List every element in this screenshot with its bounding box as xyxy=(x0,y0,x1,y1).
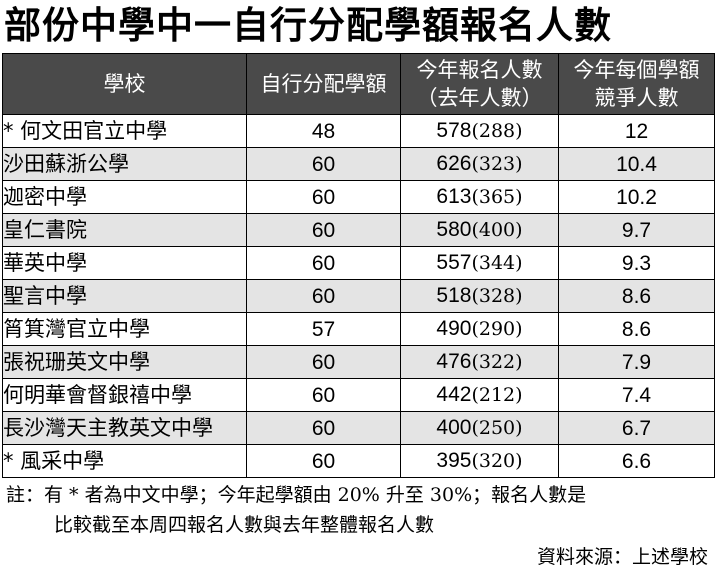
table-row: 沙田蘇浙公學 60 626(323) 10.4 xyxy=(2,147,715,181)
applicants-last-year: (250) xyxy=(471,417,523,439)
applicants-last-year: (288) xyxy=(471,120,523,142)
footnote-line2: 比較截至本周四報名人數與去年整體報名人數 xyxy=(54,514,435,536)
header-quota: 自行分配學額 xyxy=(246,53,401,115)
ratio-value: 6.6 xyxy=(558,444,715,478)
source-credit: 資料來源：上述學校 xyxy=(536,546,708,568)
ratio-value: 10.2 xyxy=(558,180,715,214)
school-name: 皇仁書院 xyxy=(2,213,247,247)
table-row: * 風采中學 60 395(320) 6.6 xyxy=(2,444,715,478)
table-row: 張祝珊英文中學 60 476(322) 7.9 xyxy=(2,345,715,379)
ratio-value: 7.9 xyxy=(558,345,715,379)
table-row: 長沙灣天主教英文中學 60 400(250) 6.7 xyxy=(2,411,715,445)
ratio-value: 9.7 xyxy=(558,213,715,247)
applicants-this-year: 557 xyxy=(436,251,472,274)
quota-value: 60 xyxy=(246,378,401,412)
ratio-value: 8.6 xyxy=(558,312,715,346)
school-name: 迦密中學 xyxy=(2,180,247,214)
table-row: 華英中學 60 557(344) 9.3 xyxy=(2,246,715,280)
ratio-value: 8.6 xyxy=(558,279,715,313)
school-name: 華英中學 xyxy=(2,246,247,280)
applicants-this-year: 442 xyxy=(436,383,472,406)
applicants-last-year: (365) xyxy=(471,186,523,208)
applicants-value: 518(328) xyxy=(400,279,559,313)
applicants-last-year: (328) xyxy=(471,285,523,307)
applicants-last-year: (323) xyxy=(471,153,523,175)
applicants-last-year: (212) xyxy=(471,384,523,406)
ratio-value: 7.4 xyxy=(558,378,715,412)
applicants-value: 395(320) xyxy=(400,444,559,478)
quota-value: 60 xyxy=(246,213,401,247)
applicants-last-year: (290) xyxy=(471,318,523,340)
school-name: * 風采中學 xyxy=(2,444,247,478)
quota-value: 48 xyxy=(246,114,401,148)
applicants-value: 626(323) xyxy=(400,147,559,181)
applicants-this-year: 613 xyxy=(436,185,472,208)
header-row: 學校 自行分配學額 今年報名人數 （去年人數） 今年每個學額 競爭人數 xyxy=(2,53,715,115)
applicants-value: 578(288) xyxy=(400,114,559,148)
applicants-value: 613(365) xyxy=(400,180,559,214)
applicants-this-year: 626 xyxy=(436,152,472,175)
table-row: 何明華會督銀禧中學 60 442(212) 7.4 xyxy=(2,378,715,412)
applicants-value: 557(344) xyxy=(400,246,559,280)
table-row: 筲箕灣官立中學 57 490(290) 8.6 xyxy=(2,312,715,346)
school-name: 長沙灣天主教英文中學 xyxy=(2,411,247,445)
quota-value: 57 xyxy=(246,312,401,346)
ratio-value: 12 xyxy=(558,114,715,148)
applicants-this-year: 400 xyxy=(436,416,472,439)
applicants-this-year: 580 xyxy=(436,218,472,241)
applicants-this-year: 518 xyxy=(436,284,472,307)
header-school: 學校 xyxy=(2,53,247,115)
chart-title: 部份中學中一自行分配學額報名人數 xyxy=(0,0,716,52)
ratio-value: 9.3 xyxy=(558,246,715,280)
quota-value: 60 xyxy=(246,345,401,379)
school-name: 沙田蘇浙公學 xyxy=(2,147,247,181)
applicants-last-year: (320) xyxy=(471,450,523,472)
applicants-last-year: (322) xyxy=(471,351,523,373)
quota-value: 60 xyxy=(246,444,401,478)
applicants-this-year: 578 xyxy=(436,119,472,142)
applicants-value: 442(212) xyxy=(400,378,559,412)
ratio-value: 10.4 xyxy=(558,147,715,181)
table-row: * 何文田官立中學 48 578(288) 12 xyxy=(2,114,715,148)
table-row: 聖言中學 60 518(328) 8.6 xyxy=(2,279,715,313)
applicants-value: 476(322) xyxy=(400,345,559,379)
applicants-last-year: (400) xyxy=(471,219,523,241)
applicants-last-year: (344) xyxy=(471,252,523,274)
data-table: 學校 自行分配學額 今年報名人數 （去年人數） 今年每個學額 競爭人數 * 何文田官… xyxy=(2,53,715,478)
header-applicants: 今年報名人數 （去年人數） xyxy=(400,53,559,115)
applicants-this-year: 490 xyxy=(436,317,472,340)
applicants-value: 490(290) xyxy=(400,312,559,346)
header-ratio: 今年每個學額 競爭人數 xyxy=(558,53,715,115)
quota-value: 60 xyxy=(246,246,401,280)
quota-value: 60 xyxy=(246,147,401,181)
school-name: * 何文田官立中學 xyxy=(2,114,247,148)
applicants-value: 400(250) xyxy=(400,411,559,445)
applicants-value: 580(400) xyxy=(400,213,559,247)
table-row: 迦密中學 60 613(365) 10.2 xyxy=(2,180,715,214)
table-row: 皇仁書院 60 580(400) 9.7 xyxy=(2,213,715,247)
quota-value: 60 xyxy=(246,411,401,445)
school-name: 何明華會督銀禧中學 xyxy=(2,378,247,412)
school-name: 張祝珊英文中學 xyxy=(2,345,247,379)
footnote-line1: 註：有 * 者為中文中學；今年起學額由 20% 升至 30%；報名人數是 xyxy=(6,484,587,506)
applicants-this-year: 476 xyxy=(436,350,472,373)
ratio-value: 6.7 xyxy=(558,411,715,445)
school-name: 筲箕灣官立中學 xyxy=(2,312,247,346)
quota-value: 60 xyxy=(246,279,401,313)
applicants-this-year: 395 xyxy=(436,449,472,472)
footnote: 註：有 * 者為中文中學；今年起學額由 20% 升至 30%；報名人數是 比較截… xyxy=(6,480,712,540)
school-name: 聖言中學 xyxy=(2,279,247,313)
quota-value: 60 xyxy=(246,180,401,214)
